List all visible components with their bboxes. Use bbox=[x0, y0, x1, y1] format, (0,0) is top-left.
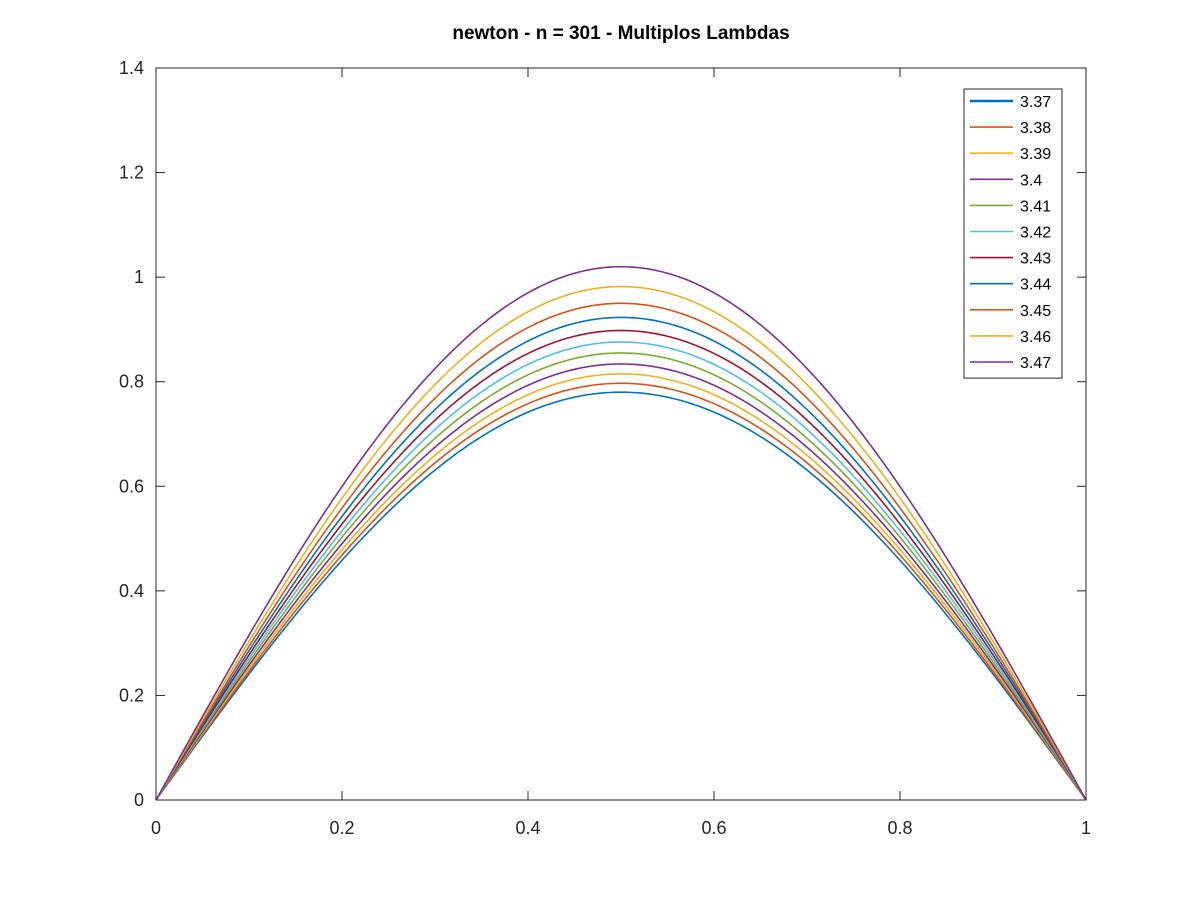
legend-label-8: 3.45 bbox=[1020, 303, 1051, 320]
x-tick-label-4: 0.8 bbox=[887, 818, 912, 838]
series-line-0 bbox=[155, 391, 1087, 801]
x-axis: 0 0.2 0.4 0.6 0.8 1 bbox=[151, 68, 1091, 838]
legend-item-10[interactable]: 3.47 bbox=[970, 355, 1051, 372]
legend-label-3: 3.4 bbox=[1020, 172, 1042, 189]
y-tick-label-3: 0.6 bbox=[119, 476, 144, 496]
legend-item-4[interactable]: 3.41 bbox=[970, 198, 1051, 215]
legend-label-1: 3.38 bbox=[1020, 120, 1051, 137]
y-tick-label-6: 1.2 bbox=[119, 163, 144, 183]
legend-label-2: 3.39 bbox=[1020, 146, 1051, 163]
legend-item-6[interactable]: 3.43 bbox=[970, 251, 1051, 268]
legend-item-7[interactable]: 3.44 bbox=[970, 277, 1051, 294]
legend-label-0: 3.37 bbox=[1020, 94, 1051, 111]
series-line-1 bbox=[155, 382, 1087, 801]
x-tick-label-2: 0.4 bbox=[515, 818, 540, 838]
legend-label-10: 3.47 bbox=[1020, 355, 1051, 372]
legend-item-3[interactable]: 3.4 bbox=[970, 172, 1042, 189]
legend-box bbox=[963, 88, 1063, 379]
series-line-2 bbox=[155, 373, 1087, 801]
legend-item-8[interactable]: 3.45 bbox=[970, 303, 1051, 320]
x-tick-label-0: 0 bbox=[151, 818, 161, 838]
x-tick-label-3: 0.6 bbox=[701, 818, 726, 838]
y-tick-label-4: 0.8 bbox=[119, 372, 144, 392]
series-line-7 bbox=[155, 316, 1087, 801]
series-line-6 bbox=[155, 329, 1087, 801]
legend-label-9: 3.46 bbox=[1020, 329, 1051, 346]
chart-title: newton - n = 301 - Multiplos Lambdas bbox=[452, 23, 789, 44]
legend-item-5[interactable]: 3.42 bbox=[970, 225, 1051, 242]
series-line-8 bbox=[155, 302, 1087, 801]
x-tick-label-5: 1 bbox=[1081, 818, 1091, 838]
x-tick-label-1: 0.2 bbox=[329, 818, 354, 838]
series-line-5 bbox=[155, 341, 1087, 801]
y-tick-label-2: 0.4 bbox=[119, 581, 144, 601]
legend-label-4: 3.41 bbox=[1020, 198, 1051, 215]
series-line-4 bbox=[155, 352, 1087, 801]
plot-area bbox=[156, 68, 1086, 800]
series-line-10 bbox=[155, 265, 1087, 801]
series-layer bbox=[155, 265, 1087, 801]
legend-item-9[interactable]: 3.46 bbox=[970, 329, 1051, 346]
series-line-9 bbox=[155, 285, 1087, 801]
legend[interactable]: 3.37 3.38 3.39 3.4 3.41 3.42 3.43 3.44 3.45 3.46 3… bbox=[963, 88, 1063, 379]
legend-item-0[interactable]: 3.37 bbox=[970, 94, 1051, 111]
legend-label-6: 3.43 bbox=[1020, 251, 1051, 268]
legend-label-5: 3.42 bbox=[1020, 225, 1051, 242]
y-axis: 0 0.2 0.4 0.6 0.8 1 1.2 1.4 bbox=[119, 58, 1086, 810]
series-line-3 bbox=[155, 363, 1087, 801]
y-tick-label-7: 1.4 bbox=[119, 58, 144, 78]
y-tick-label-1: 0.2 bbox=[119, 685, 144, 705]
legend-label-7: 3.44 bbox=[1020, 277, 1051, 294]
legend-item-2[interactable]: 3.39 bbox=[970, 146, 1051, 163]
plot-frame bbox=[155, 67, 1087, 801]
legend-item-1[interactable]: 3.38 bbox=[970, 120, 1051, 137]
y-tick-label-5: 1 bbox=[134, 267, 144, 287]
y-tick-label-0: 0 bbox=[134, 790, 144, 810]
